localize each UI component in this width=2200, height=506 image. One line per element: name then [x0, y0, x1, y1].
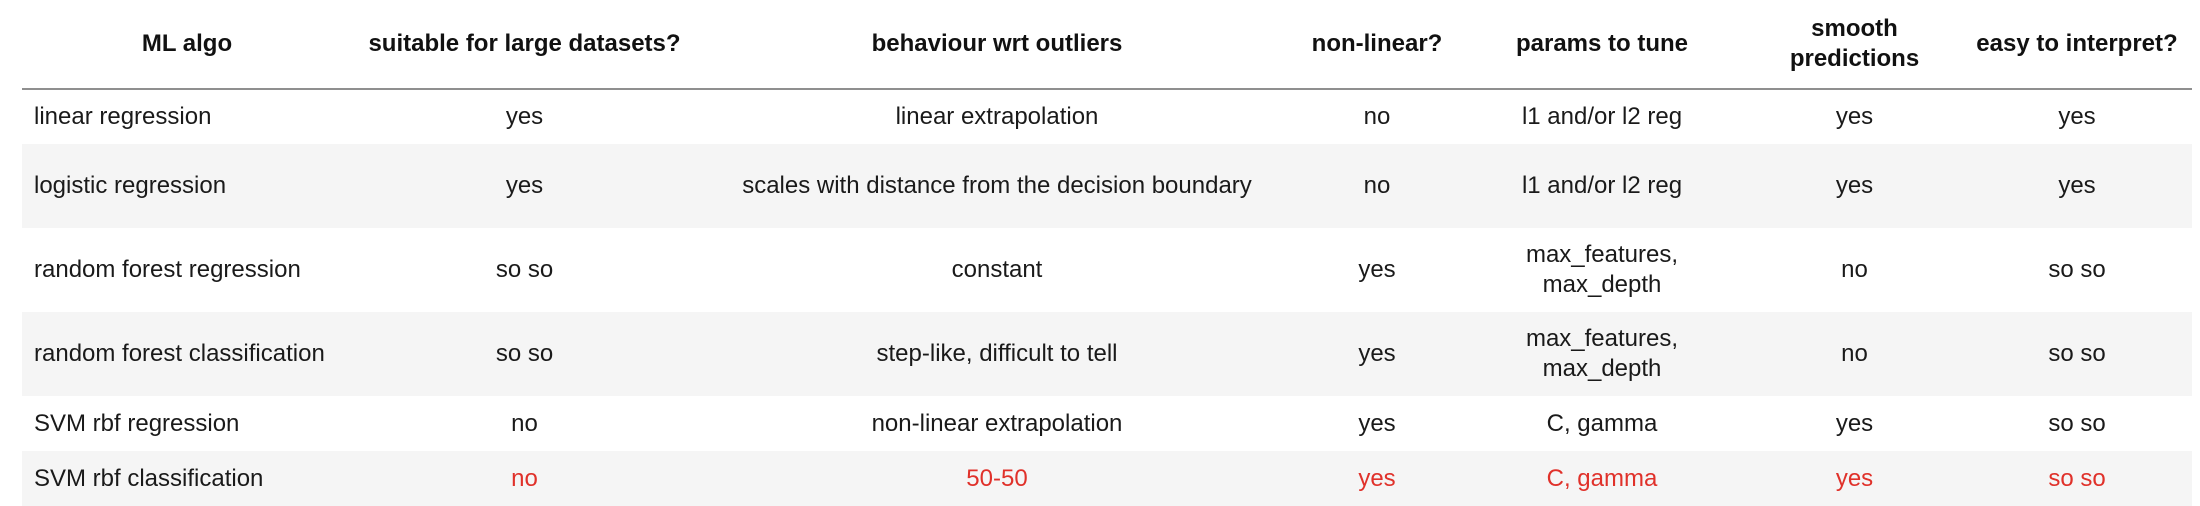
table-row: linear regression yes linear extrapolati…: [22, 89, 2192, 144]
table-row: random forest classification so so step-…: [22, 312, 2192, 396]
cell-algo: SVM rbf classification: [22, 451, 352, 506]
cell-smooth: yes: [1835, 409, 1874, 437]
cell-params: max_features, max_depth: [1525, 241, 1679, 298]
cell-non-linear: no: [1297, 144, 1457, 228]
cell-outliers: step-like, difficult to tell: [697, 312, 1297, 396]
cell-non-linear: yes: [1297, 312, 1457, 396]
cell-large-datasets: yes: [505, 103, 544, 130]
table-row: SVM rbf regression no non-linear extrapo…: [22, 396, 2192, 451]
cell-non-linear: yes: [1358, 409, 1396, 437]
comparison-table-container: ML algo suitable for large datasets? beh…: [22, 0, 2192, 506]
cell-large-datasets: no: [352, 451, 697, 506]
cell-interpret: so so: [1962, 451, 2192, 506]
cell-params: C, gamma: [1457, 451, 1747, 506]
cell-large-datasets: yes: [352, 144, 697, 228]
cell-non-linear: yes: [1358, 256, 1396, 283]
cell-outliers: non-linear extrapolation: [871, 409, 1123, 437]
header-row: ML algo suitable for large datasets? beh…: [22, 0, 2192, 90]
cell-algo: linear regression: [34, 103, 212, 130]
header-ml-algo: ML algo: [22, 0, 352, 90]
cell-smooth: no: [1747, 312, 1962, 396]
table-body: linear regression yes linear extrapolati…: [22, 89, 2192, 506]
cell-outliers: 50-50: [697, 451, 1297, 506]
cell-params: l1 and/or l2 reg: [1521, 103, 1683, 130]
cell-interpret: yes: [2058, 103, 2096, 130]
cell-algo: random forest regression: [34, 256, 301, 283]
cell-large-datasets: so so: [352, 312, 697, 396]
cell-interpret: yes: [1962, 144, 2192, 228]
cell-params: l1 and/or l2 reg: [1457, 144, 1747, 228]
header-suitable-large-datasets: suitable for large datasets?: [352, 0, 697, 90]
header-params-to-tune: params to tune: [1457, 0, 1747, 90]
cell-outliers: constant: [951, 256, 1043, 283]
cell-large-datasets: so so: [495, 256, 554, 283]
cell-algo: random forest classification: [22, 312, 352, 396]
cell-smooth: no: [1841, 256, 1868, 283]
table-row: logistic regression yes scales with dist…: [22, 144, 2192, 228]
cell-interpret: so so: [2048, 409, 2106, 437]
cell-params: max_features, max_depth: [1457, 312, 1747, 396]
cell-non-linear: yes: [1297, 451, 1457, 506]
header-non-linear: non-linear?: [1297, 0, 1457, 90]
cell-outliers: scales with distance from the decision b…: [697, 144, 1297, 228]
cell-non-linear: no: [1363, 103, 1391, 130]
header-smooth-predictions: smooth predictions: [1747, 0, 1962, 90]
cell-smooth: yes: [1835, 103, 1874, 130]
header-behaviour-outliers: behaviour wrt outliers: [697, 0, 1297, 90]
cell-algo: SVM rbf regression: [34, 409, 240, 437]
cell-smooth: yes: [1747, 451, 1962, 506]
cell-interpret: so so: [1962, 312, 2192, 396]
table-row: random forest regression so so constant …: [22, 228, 2192, 312]
cell-smooth: yes: [1747, 144, 1962, 228]
cell-params: C, gamma: [1546, 409, 1658, 437]
table-header: ML algo suitable for large datasets? beh…: [22, 0, 2192, 90]
cell-large-datasets: no: [511, 409, 538, 437]
header-easy-to-interpret: easy to interpret?: [1962, 0, 2192, 90]
ml-algorithms-comparison-table: ML algo suitable for large datasets? beh…: [22, 0, 2192, 506]
table-row-highlighted: SVM rbf classification no 50-50 yes C, g…: [22, 451, 2192, 506]
cell-algo: logistic regression: [22, 144, 352, 228]
cell-interpret: so so: [2048, 256, 2106, 283]
cell-outliers: linear extrapolation: [895, 103, 1099, 130]
